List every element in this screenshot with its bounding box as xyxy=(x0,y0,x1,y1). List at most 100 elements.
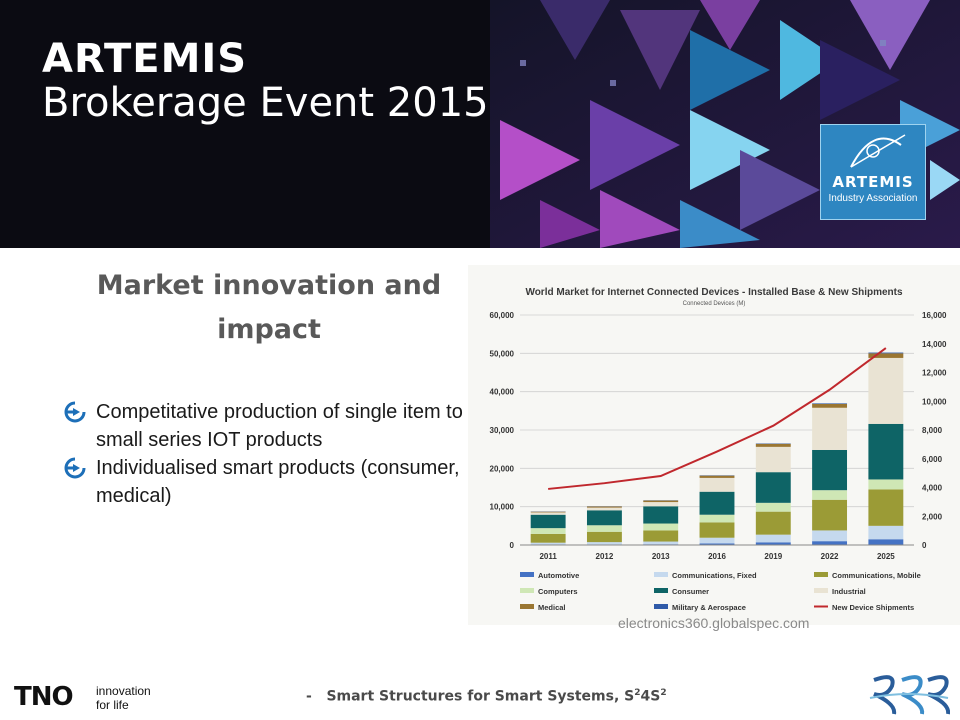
bar-segment xyxy=(755,502,791,512)
legend-label: Medical xyxy=(538,603,566,612)
artemis-logo: ARTEMIS Industry Association xyxy=(820,124,926,220)
bar-segment xyxy=(530,533,566,543)
bar-segment xyxy=(586,525,622,532)
source-credit: electronics360.globalspec.com xyxy=(618,615,810,631)
legend-swatch xyxy=(654,604,668,609)
legend-swatch xyxy=(520,588,534,593)
legend-label: New Device Shipments xyxy=(832,603,914,612)
bar-segment xyxy=(812,490,848,500)
legend-label: Communications, Fixed xyxy=(672,571,757,580)
bar-segment xyxy=(699,477,735,492)
bar-segment xyxy=(530,542,566,545)
bar-segment xyxy=(643,506,679,524)
bar-segment xyxy=(530,528,566,534)
bar-segment xyxy=(755,472,791,503)
bar-segment xyxy=(699,475,735,478)
bar-segment xyxy=(586,531,622,543)
bar-segment xyxy=(699,537,735,544)
y-tick-label: 30,000 xyxy=(490,426,515,435)
bullet-text: Individualised smart products (consumer,… xyxy=(96,457,460,507)
legend-swatch xyxy=(814,588,828,593)
y-tick-label: 0 xyxy=(510,541,515,550)
s4s2-logo-icon xyxy=(869,675,950,715)
bar-segment xyxy=(530,512,566,515)
bar-segment xyxy=(812,403,848,404)
bar-segment xyxy=(868,539,904,545)
footer-sup1: 2 xyxy=(634,688,641,698)
banner-subtitle: Brokerage Event 2015 xyxy=(42,80,489,126)
chart-subtitle: Connected Devices (M) xyxy=(683,301,746,307)
bar-segment xyxy=(530,514,566,529)
bar-segment xyxy=(868,357,904,424)
footer-text-main: Smart Structures for Smart Systems, S xyxy=(326,688,635,705)
bar-segment xyxy=(755,534,791,543)
legend-label: Military & Aerospace xyxy=(672,603,746,612)
tno-tagline-line2: for life xyxy=(96,698,129,712)
y2-tick-label: 4,000 xyxy=(922,484,943,493)
y2-tick-label: 16,000 xyxy=(922,311,947,320)
chart-svg: World Market for Internet Connected Devi… xyxy=(490,287,947,612)
legend-swatch xyxy=(520,572,534,577)
footer-caption: - Smart Structures for Smart Systems, S2… xyxy=(306,688,667,705)
tno-tagline: innovation for life xyxy=(96,684,151,712)
y2-tick-label: 14,000 xyxy=(922,340,947,349)
legend-swatch xyxy=(520,604,534,609)
bar-segment xyxy=(812,407,848,450)
bar-segment xyxy=(812,449,848,491)
event-banner: ARTEMIS Brokerage Event 2015 ARTEMIS Ind… xyxy=(0,0,960,248)
bar-segment xyxy=(812,403,848,408)
circled-arrow-icon xyxy=(64,401,86,423)
x-tick-label: 2016 xyxy=(708,552,726,561)
legend-swatch xyxy=(654,572,668,577)
bar-segment xyxy=(755,542,791,545)
bar-segment xyxy=(868,489,904,526)
bullet-list: Competitative production of single item … xyxy=(64,398,464,510)
bar-segment xyxy=(643,523,679,531)
y2-tick-label: 6,000 xyxy=(922,455,943,464)
legend-swatch xyxy=(814,572,828,577)
footer-dash: - xyxy=(306,688,312,705)
logo-subtitle: Industry Association xyxy=(828,193,918,204)
bar-segment xyxy=(699,514,735,523)
x-tick-label: 2013 xyxy=(652,552,670,561)
y2-tick-label: 8,000 xyxy=(922,426,943,435)
x-tick-label: 2012 xyxy=(596,552,614,561)
bar-segment xyxy=(643,500,679,503)
y-tick-label: 50,000 xyxy=(490,349,515,358)
bar-segment xyxy=(643,541,679,545)
tno-wordmark: TNO xyxy=(14,682,74,712)
bar-segment xyxy=(868,352,904,354)
bar-segment xyxy=(530,511,566,513)
legend-label: Automotive xyxy=(538,571,579,580)
legend-label: Industrial xyxy=(832,587,866,596)
archer-icon xyxy=(850,134,906,168)
bar-segment xyxy=(755,511,791,535)
bar-segment xyxy=(755,443,791,447)
bar-segment xyxy=(868,353,904,358)
tno-tagline-line1: innovation xyxy=(96,684,151,698)
bar-segment xyxy=(699,522,735,538)
y2-tick-label: 2,000 xyxy=(922,512,943,521)
y-tick-label: 60,000 xyxy=(490,311,515,320)
footer-sup2: 2 xyxy=(660,688,667,698)
bar-segment xyxy=(586,542,622,545)
bar-segment xyxy=(586,510,622,526)
y-tick-label: 10,000 xyxy=(490,503,515,512)
slide-heading: Market innovation and impact xyxy=(96,270,442,345)
legend-swatch xyxy=(654,588,668,593)
bar-segment xyxy=(699,491,735,515)
y-tick-label: 20,000 xyxy=(490,464,515,473)
banner-title: ARTEMIS xyxy=(42,36,248,82)
x-tick-label: 2022 xyxy=(821,552,839,561)
bar-segment xyxy=(812,530,848,542)
bullet-item: Competitative production of single item … xyxy=(64,398,464,454)
x-tick-label: 2011 xyxy=(539,552,557,561)
bar-segment xyxy=(643,530,679,542)
footer-text-mid: 4S xyxy=(640,688,661,705)
y2-tick-label: 10,000 xyxy=(922,397,947,406)
bullet-item: Individualised smart products (consumer,… xyxy=(64,454,464,510)
bar-segment xyxy=(812,499,848,531)
bar-segment xyxy=(586,506,622,508)
y2-tick-label: 12,000 xyxy=(922,369,947,378)
bar-segment xyxy=(812,541,848,545)
